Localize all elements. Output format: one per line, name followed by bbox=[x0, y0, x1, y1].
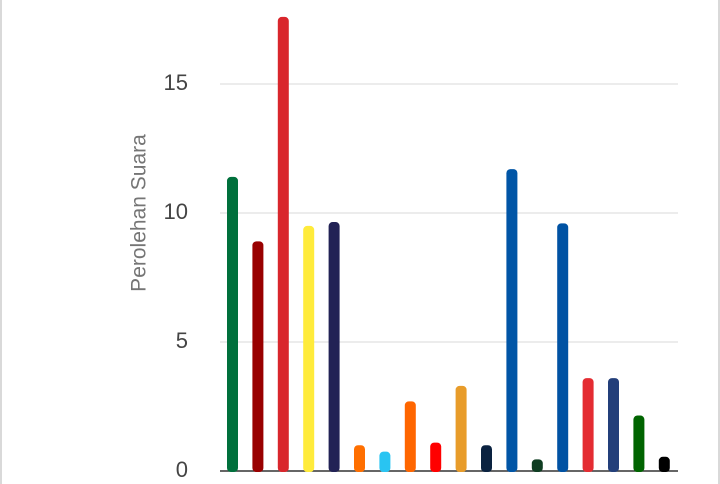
right-frame-border bbox=[718, 0, 720, 484]
bar bbox=[455, 385, 467, 472]
bar bbox=[506, 169, 518, 472]
bar bbox=[430, 442, 442, 472]
bar bbox=[658, 456, 670, 472]
y-tick-label: 5 bbox=[176, 328, 188, 353]
gridlines bbox=[220, 83, 678, 472]
bar bbox=[633, 415, 645, 472]
y-axis-ticks: 0 5 10 15 bbox=[164, 70, 188, 482]
y-tick-label: 0 bbox=[176, 457, 188, 482]
left-frame-border bbox=[0, 0, 2, 484]
bar bbox=[379, 451, 391, 472]
bar bbox=[608, 378, 619, 472]
y-tick-label: 10 bbox=[164, 199, 188, 224]
bar bbox=[557, 223, 569, 472]
bars bbox=[227, 16, 670, 472]
y-axis-title: Perolehan Suara bbox=[128, 134, 151, 292]
bar bbox=[328, 222, 340, 472]
bar bbox=[354, 445, 365, 472]
y-tick-label: 15 bbox=[164, 70, 188, 95]
bar bbox=[481, 445, 492, 472]
bar bbox=[227, 176, 238, 472]
bar bbox=[277, 16, 289, 472]
bar bbox=[252, 241, 264, 472]
bar bbox=[404, 401, 416, 472]
bar bbox=[531, 459, 543, 472]
bar bbox=[582, 378, 594, 472]
bar bbox=[303, 225, 315, 472]
